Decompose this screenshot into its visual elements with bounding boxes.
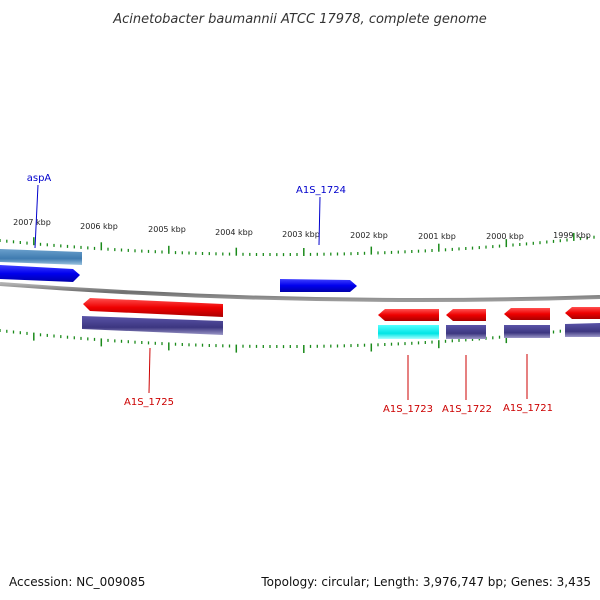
- gene-label-A1S_1721: A1S_1721: [503, 403, 553, 414]
- gene-arrow-A1S_1721: [504, 308, 550, 320]
- label-line-A1S_1724: [318, 196, 321, 246]
- genome-summary-text: Topology: circular; Length: 3,976,747 bp…: [260, 575, 591, 589]
- scale-label: 1999 kbp: [553, 231, 591, 240]
- scale-label: 2003 kbp: [282, 230, 320, 239]
- cds-feature-partial: [565, 323, 600, 337]
- gene-arrow-A1S_1723: [378, 309, 439, 321]
- scale-label: 2001 kbp: [418, 232, 456, 241]
- gene-label-A1S_1725: A1S_1725: [124, 397, 174, 408]
- label-line-A1S_1725: [148, 347, 151, 394]
- cds-feature-aspA: [0, 249, 82, 265]
- gene-arrow-A1S_1724: [280, 279, 357, 292]
- scale-label: 2006 kbp: [80, 222, 118, 231]
- cds-feature-A1S_1722: [446, 325, 486, 339]
- scale-label: 2007 kbp: [13, 218, 51, 227]
- gene-label-A1S_1724: A1S_1724: [296, 185, 346, 196]
- genome-backbone: [0, 282, 600, 303]
- scale-label: 2000 kbp: [486, 232, 524, 241]
- cds-feature-A1S_1721: [504, 325, 550, 338]
- scale-label: 2004 kbp: [215, 228, 253, 237]
- scale-label: 2002 kbp: [350, 231, 388, 240]
- inner-tick-track: [0, 325, 595, 353]
- gene-arrow-A1S_1725: [83, 298, 223, 317]
- cds-feature-A1S_1723: [378, 325, 439, 339]
- scale-label: 2005 kbp: [148, 225, 186, 234]
- outer-tick-track: [0, 232, 595, 257]
- gene-label-aspA: aspA: [27, 173, 52, 184]
- gene-label-A1S_1723: A1S_1723: [383, 404, 433, 415]
- gene-label-A1S_1722: A1S_1722: [442, 404, 492, 415]
- scale-labels: 2007 kbp 2006 kbp 2005 kbp 2004 kbp 2003…: [13, 218, 591, 241]
- accession-text: Accession: NC_009085: [9, 575, 145, 589]
- gene-arrow-A1S_1722: [446, 309, 486, 321]
- gene-arrow-aspA: [0, 265, 80, 282]
- cds-feature-A1S_1725: [82, 316, 223, 335]
- map-title: Acinetobacter baumannii ATCC 17978, comp…: [112, 12, 487, 27]
- label-line-aspA: [34, 184, 39, 249]
- gene-arrow-partial: [565, 307, 600, 319]
